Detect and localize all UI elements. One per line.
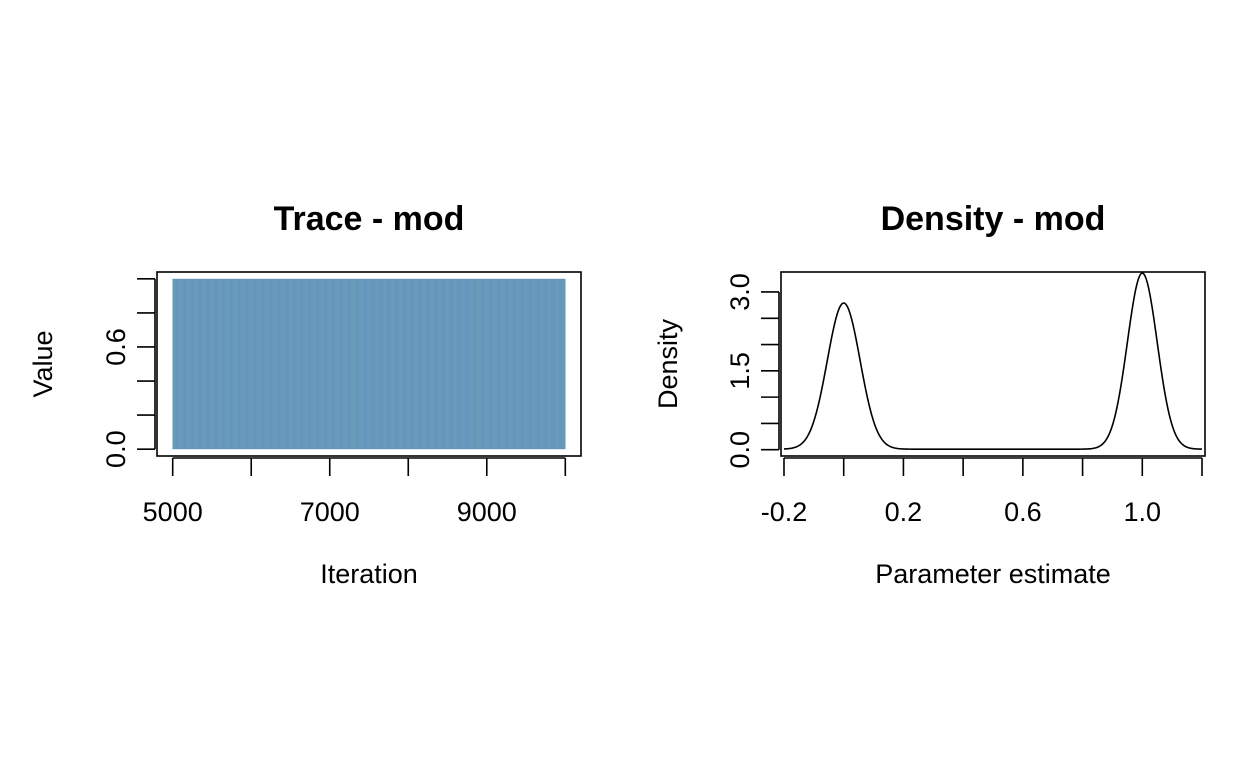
trace-panel: Trace - mod 5000 7000 9000 0.0 0.6 Iteratio… xyxy=(28,200,582,589)
density-y-tick-label: 1.5 xyxy=(725,352,755,390)
trace-x-label: Iteration xyxy=(320,559,418,589)
trace-x-tick-label: 5000 xyxy=(143,497,203,527)
density-y-axis: 0.0 1.5 3.0 xyxy=(725,273,780,469)
density-x-tick-label: 0.2 xyxy=(885,497,923,527)
trace-series xyxy=(172,278,566,450)
density-title: Density - mod xyxy=(881,200,1106,238)
density-curve xyxy=(783,272,1203,450)
density-x-tick-label: 1.0 xyxy=(1124,497,1162,527)
density-y-tick-label: 3.0 xyxy=(725,273,755,311)
density-panel: Density - mod -0.2 0.2 0.6 1.0 0.0 1.5 3.0 Pa… xyxy=(653,200,1206,589)
density-y-tick-label: 0.0 xyxy=(725,431,755,469)
trace-y-tick-label: 0.0 xyxy=(101,430,131,468)
trace-x-tick-label: 7000 xyxy=(300,497,360,527)
density-x-tick-label: 0.6 xyxy=(1004,497,1042,527)
density-x-tick-label: -0.2 xyxy=(761,497,808,527)
trace-y-tick-label: 0.6 xyxy=(101,328,131,366)
trace-y-axis: 0.0 0.6 xyxy=(101,278,156,468)
density-x-axis: -0.2 0.2 0.6 1.0 xyxy=(761,457,1203,527)
density-y-label: Density xyxy=(653,318,683,409)
trace-x-tick-label: 9000 xyxy=(457,497,517,527)
trace-x-axis: 5000 7000 9000 xyxy=(143,457,567,527)
trace-y-label: Value xyxy=(28,330,58,397)
trace-title: Trace - mod xyxy=(274,200,465,238)
density-x-label: Parameter estimate xyxy=(875,559,1111,589)
trace-plot-frame xyxy=(156,271,582,457)
density-series xyxy=(783,272,1203,450)
density-plot-frame xyxy=(780,271,1206,457)
